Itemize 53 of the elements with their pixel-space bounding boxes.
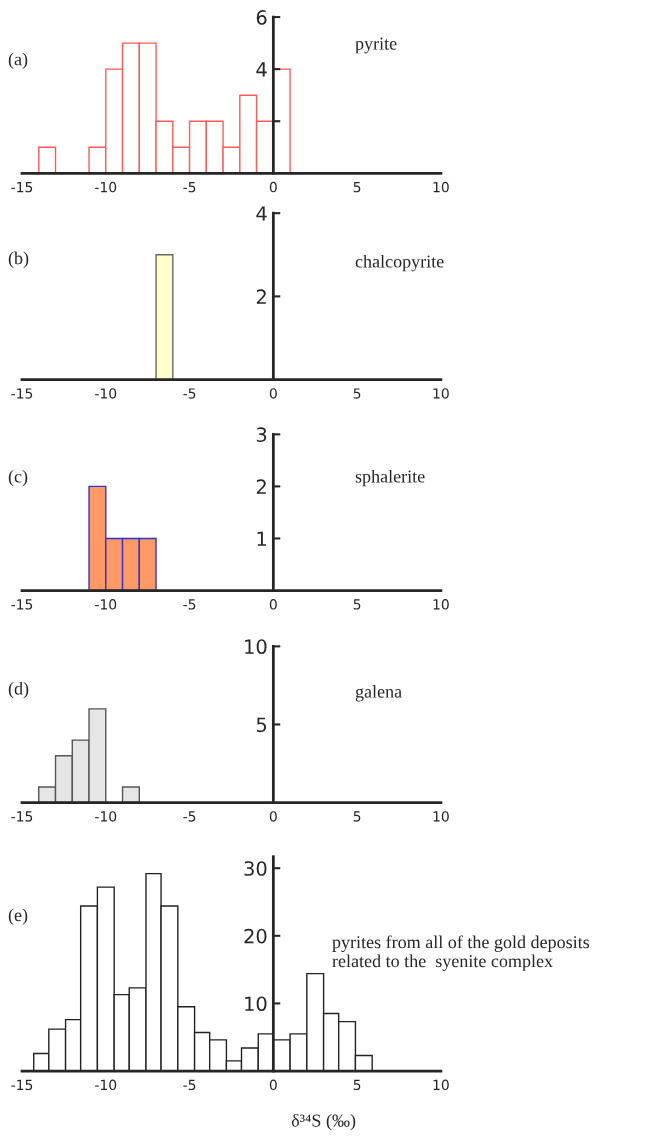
x-tick-label: 0: [269, 599, 277, 610]
y-tick-label: 10: [245, 996, 267, 1012]
x-tick-label: 10: [433, 181, 449, 193]
x-tick-label: -10: [95, 1079, 117, 1091]
x-tick-label: -10: [95, 181, 117, 193]
annotation: chalcopyrite: [355, 254, 444, 272]
annotation: (e): [8, 908, 28, 925]
y-tick-label: 5: [256, 717, 267, 733]
x-tick-label: 10: [433, 1079, 449, 1091]
annotation: galena: [355, 685, 402, 702]
y-tick-label: 2: [256, 289, 266, 304]
y-tick-label: 4: [256, 206, 267, 221]
x-tick-label: 10: [433, 388, 449, 399]
x-tick-label: 5: [353, 1079, 361, 1091]
y-tick-label: 1: [257, 531, 266, 546]
x-tick-label: -5: [183, 599, 196, 610]
x-tick-label: -15: [11, 811, 33, 822]
annotation: pyrites from all of the gold deposits related to the syenite complex: [332, 935, 590, 971]
x-tick-label: -15: [11, 182, 33, 193]
x-tick-label: 10: [433, 811, 449, 822]
x-tick-label: -10: [95, 599, 117, 610]
x-tick-label: 0: [269, 181, 277, 193]
y-tick-label: 10: [245, 639, 267, 655]
annotation: (b): [8, 251, 29, 268]
x-tick-label: -10: [95, 388, 117, 399]
y-tick-label: 3: [256, 427, 267, 442]
annotation: (d): [8, 681, 29, 699]
x-tick-label: -15: [11, 599, 33, 610]
x-tick-label: -5: [183, 182, 196, 193]
annotation: (c): [8, 469, 28, 487]
y-tick-label: 4: [256, 62, 267, 77]
x-tick-label: 0: [269, 1079, 277, 1091]
x-tick-label: -15: [11, 388, 33, 399]
y-tick-label: 30: [244, 861, 267, 876]
x-tick-label: 10: [433, 599, 449, 610]
x-tick-label: 0: [269, 388, 277, 399]
annotation: sphalerite: [355, 469, 425, 487]
x-tick-label: 5: [353, 811, 361, 822]
y-tick-label: 6: [256, 10, 267, 25]
x-tick-label: -10: [95, 811, 117, 822]
y-tick-label: 2: [256, 479, 266, 494]
annotation: pyrite: [355, 37, 397, 54]
annotation: (a): [8, 52, 28, 70]
x-tick-label: -5: [183, 388, 196, 399]
x-tick-label: 5: [353, 599, 361, 610]
x-tick-label: -5: [183, 1079, 196, 1091]
x-tick-label: -15: [11, 1079, 33, 1091]
x-tick-label: 0: [269, 811, 277, 822]
x-tick-label: 5: [353, 388, 361, 399]
x-axis-title: δ³⁴S (‰): [291, 1113, 356, 1131]
x-tick-label: 5: [353, 182, 361, 193]
x-tick-label: -5: [183, 811, 196, 822]
y-tick-label: 20: [244, 928, 267, 944]
